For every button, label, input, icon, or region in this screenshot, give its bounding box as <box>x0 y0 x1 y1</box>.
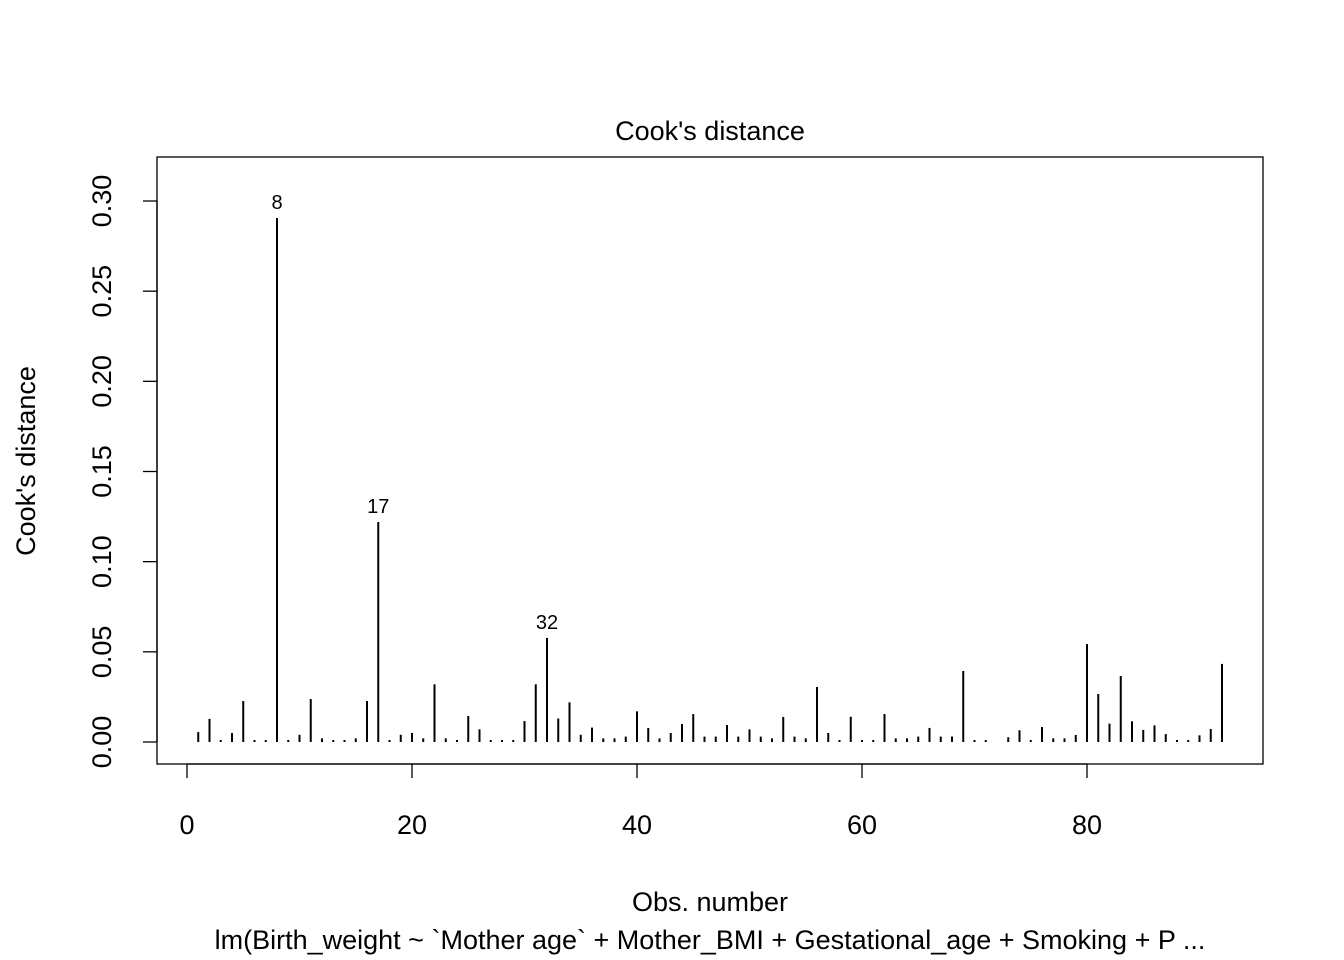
point-label: 32 <box>536 612 558 634</box>
point-label: 8 <box>271 192 282 214</box>
chart-title: Cook's distance <box>615 116 805 146</box>
y-tick-label: 0.15 <box>87 445 117 498</box>
point-labels: 8 17 32 <box>271 192 558 634</box>
y-tick-label: 0.05 <box>87 626 117 679</box>
y-tick-label: 0.20 <box>87 355 117 408</box>
y-tick-label: 0.10 <box>87 535 117 588</box>
x-tick-label: 20 <box>397 810 427 840</box>
plot-frame <box>156 156 1264 765</box>
spikes <box>197 217 1223 742</box>
y-axis-label: Cook's distance <box>11 366 41 556</box>
x-tick-label: 60 <box>847 810 877 840</box>
y-axis: 0.00 0.05 0.10 0.15 0.20 0.25 0.30 <box>87 175 158 769</box>
x-tick-label: 0 <box>179 810 194 840</box>
x-axis: 0 20 40 60 80 <box>179 763 1102 840</box>
x-tick-label: 40 <box>622 810 652 840</box>
y-tick-label: 0.25 <box>87 265 117 318</box>
y-tick-label: 0.00 <box>87 716 117 769</box>
x-tick-label: 80 <box>1072 810 1102 840</box>
point-label: 17 <box>367 496 389 518</box>
chart-subtitle: lm(Birth_weight ~ `Mother age` + Mother_… <box>215 925 1206 955</box>
x-axis-label: Obs. number <box>632 887 788 917</box>
y-tick-label: 0.30 <box>87 175 117 228</box>
